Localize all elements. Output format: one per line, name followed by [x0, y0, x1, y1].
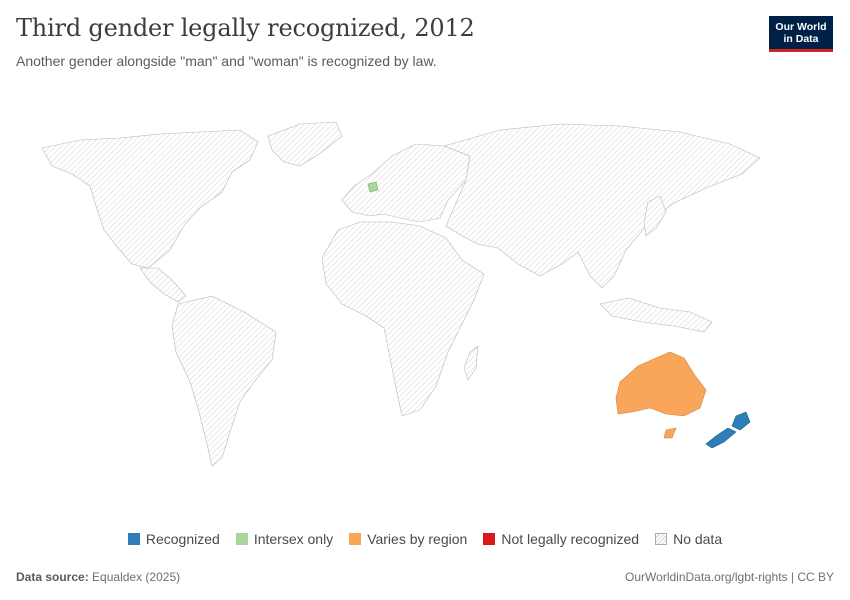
region-central-america[interactable] — [139, 267, 187, 303]
legend-label-varies-by-region: Varies by region — [367, 531, 468, 547]
region-madagascar[interactable] — [463, 345, 479, 381]
region-europe[interactable] — [341, 143, 471, 223]
logo-line-2: in Data — [783, 33, 819, 45]
legend-swatch-not-legally-recognized — [483, 533, 496, 545]
region-north-america[interactable] — [41, 129, 259, 269]
legend-item-recognized[interactable]: Recognized — [127, 531, 220, 547]
region-south-america[interactable] — [171, 295, 277, 467]
chart-title: Third gender legally recognized, 2012 — [16, 14, 475, 42]
legend-item-varies-by-region[interactable]: Varies by region — [349, 531, 467, 547]
legend-swatch-no-data — [655, 533, 668, 545]
region-japan[interactable] — [643, 195, 667, 237]
legend-label-no-data: No data — [673, 531, 723, 547]
legend-swatch-varies-by-region — [349, 533, 362, 545]
legend-label-intersex-only: Intersex only — [253, 531, 334, 547]
data-source-label: Data source: — [16, 570, 89, 584]
owid-logo[interactable]: Our World in Data — [769, 16, 833, 52]
legend-item-intersex-only[interactable]: Intersex only — [235, 531, 334, 547]
region-southeast-asia[interactable] — [599, 297, 713, 333]
logo-line-1: Our World — [775, 21, 827, 33]
region-germany[interactable] — [367, 181, 379, 193]
footer-link[interactable]: OurWorldinData.org/lgbt-rights | CC BY — [625, 570, 834, 584]
region-new-zealand-north[interactable] — [731, 411, 751, 431]
legend: Recognized Intersex only Varies by regio… — [0, 531, 850, 547]
legend-item-no-data[interactable]: No data — [655, 531, 722, 547]
chart-subtitle: Another gender alongside "man" and "woma… — [16, 53, 437, 69]
data-source-value[interactable]: Equaldex (2025) — [92, 570, 181, 584]
region-greenland[interactable] — [267, 121, 343, 167]
region-africa[interactable] — [321, 221, 485, 417]
legend-label-not-legally-recognized: Not legally recognized — [501, 531, 640, 547]
region-asia[interactable] — [443, 123, 761, 289]
world-map[interactable] — [0, 100, 850, 480]
region-australia[interactable] — [615, 351, 707, 417]
legend-swatch-recognized — [127, 533, 140, 545]
region-new-zealand-south[interactable] — [705, 427, 737, 449]
legend-label-recognized: Recognized — [145, 531, 220, 547]
region-tasmania[interactable] — [663, 427, 677, 439]
legend-item-not-legally-recognized[interactable]: Not legally recognized — [483, 531, 639, 547]
data-source: Data source: Equaldex (2025) — [16, 570, 180, 584]
legend-swatch-intersex-only — [235, 533, 248, 545]
